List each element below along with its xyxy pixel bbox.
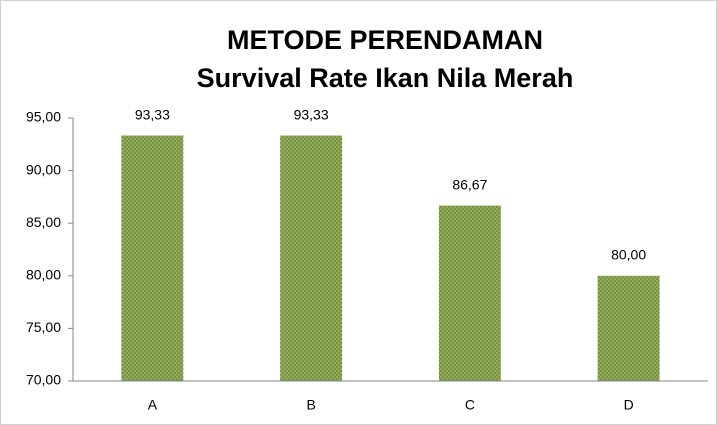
data-label: 93,33 — [294, 106, 329, 122]
chart-title: METODE PERENDAMAN — [227, 25, 543, 55]
x-tick-label: C — [465, 397, 475, 413]
y-tick-label: 75,00 — [26, 319, 61, 335]
data-label: 93,33 — [135, 106, 170, 122]
bar — [121, 135, 184, 381]
data-label: 86,67 — [452, 176, 487, 192]
x-tick-label: A — [148, 397, 158, 413]
data-label: 80,00 — [611, 247, 646, 263]
y-tick-label: 85,00 — [26, 214, 61, 230]
bar — [597, 275, 660, 381]
x-tick-label: B — [306, 397, 315, 413]
y-tick-label: 95,00 — [26, 109, 61, 125]
bar — [438, 205, 501, 381]
y-tick-label: 90,00 — [26, 161, 61, 177]
y-tick-label: 80,00 — [26, 267, 61, 283]
y-tick-label: 70,00 — [26, 372, 61, 388]
x-tick-label: D — [624, 397, 634, 413]
chart-subtitle: Survival Rate Ikan Nila Merah — [197, 63, 574, 93]
bar — [280, 135, 343, 381]
